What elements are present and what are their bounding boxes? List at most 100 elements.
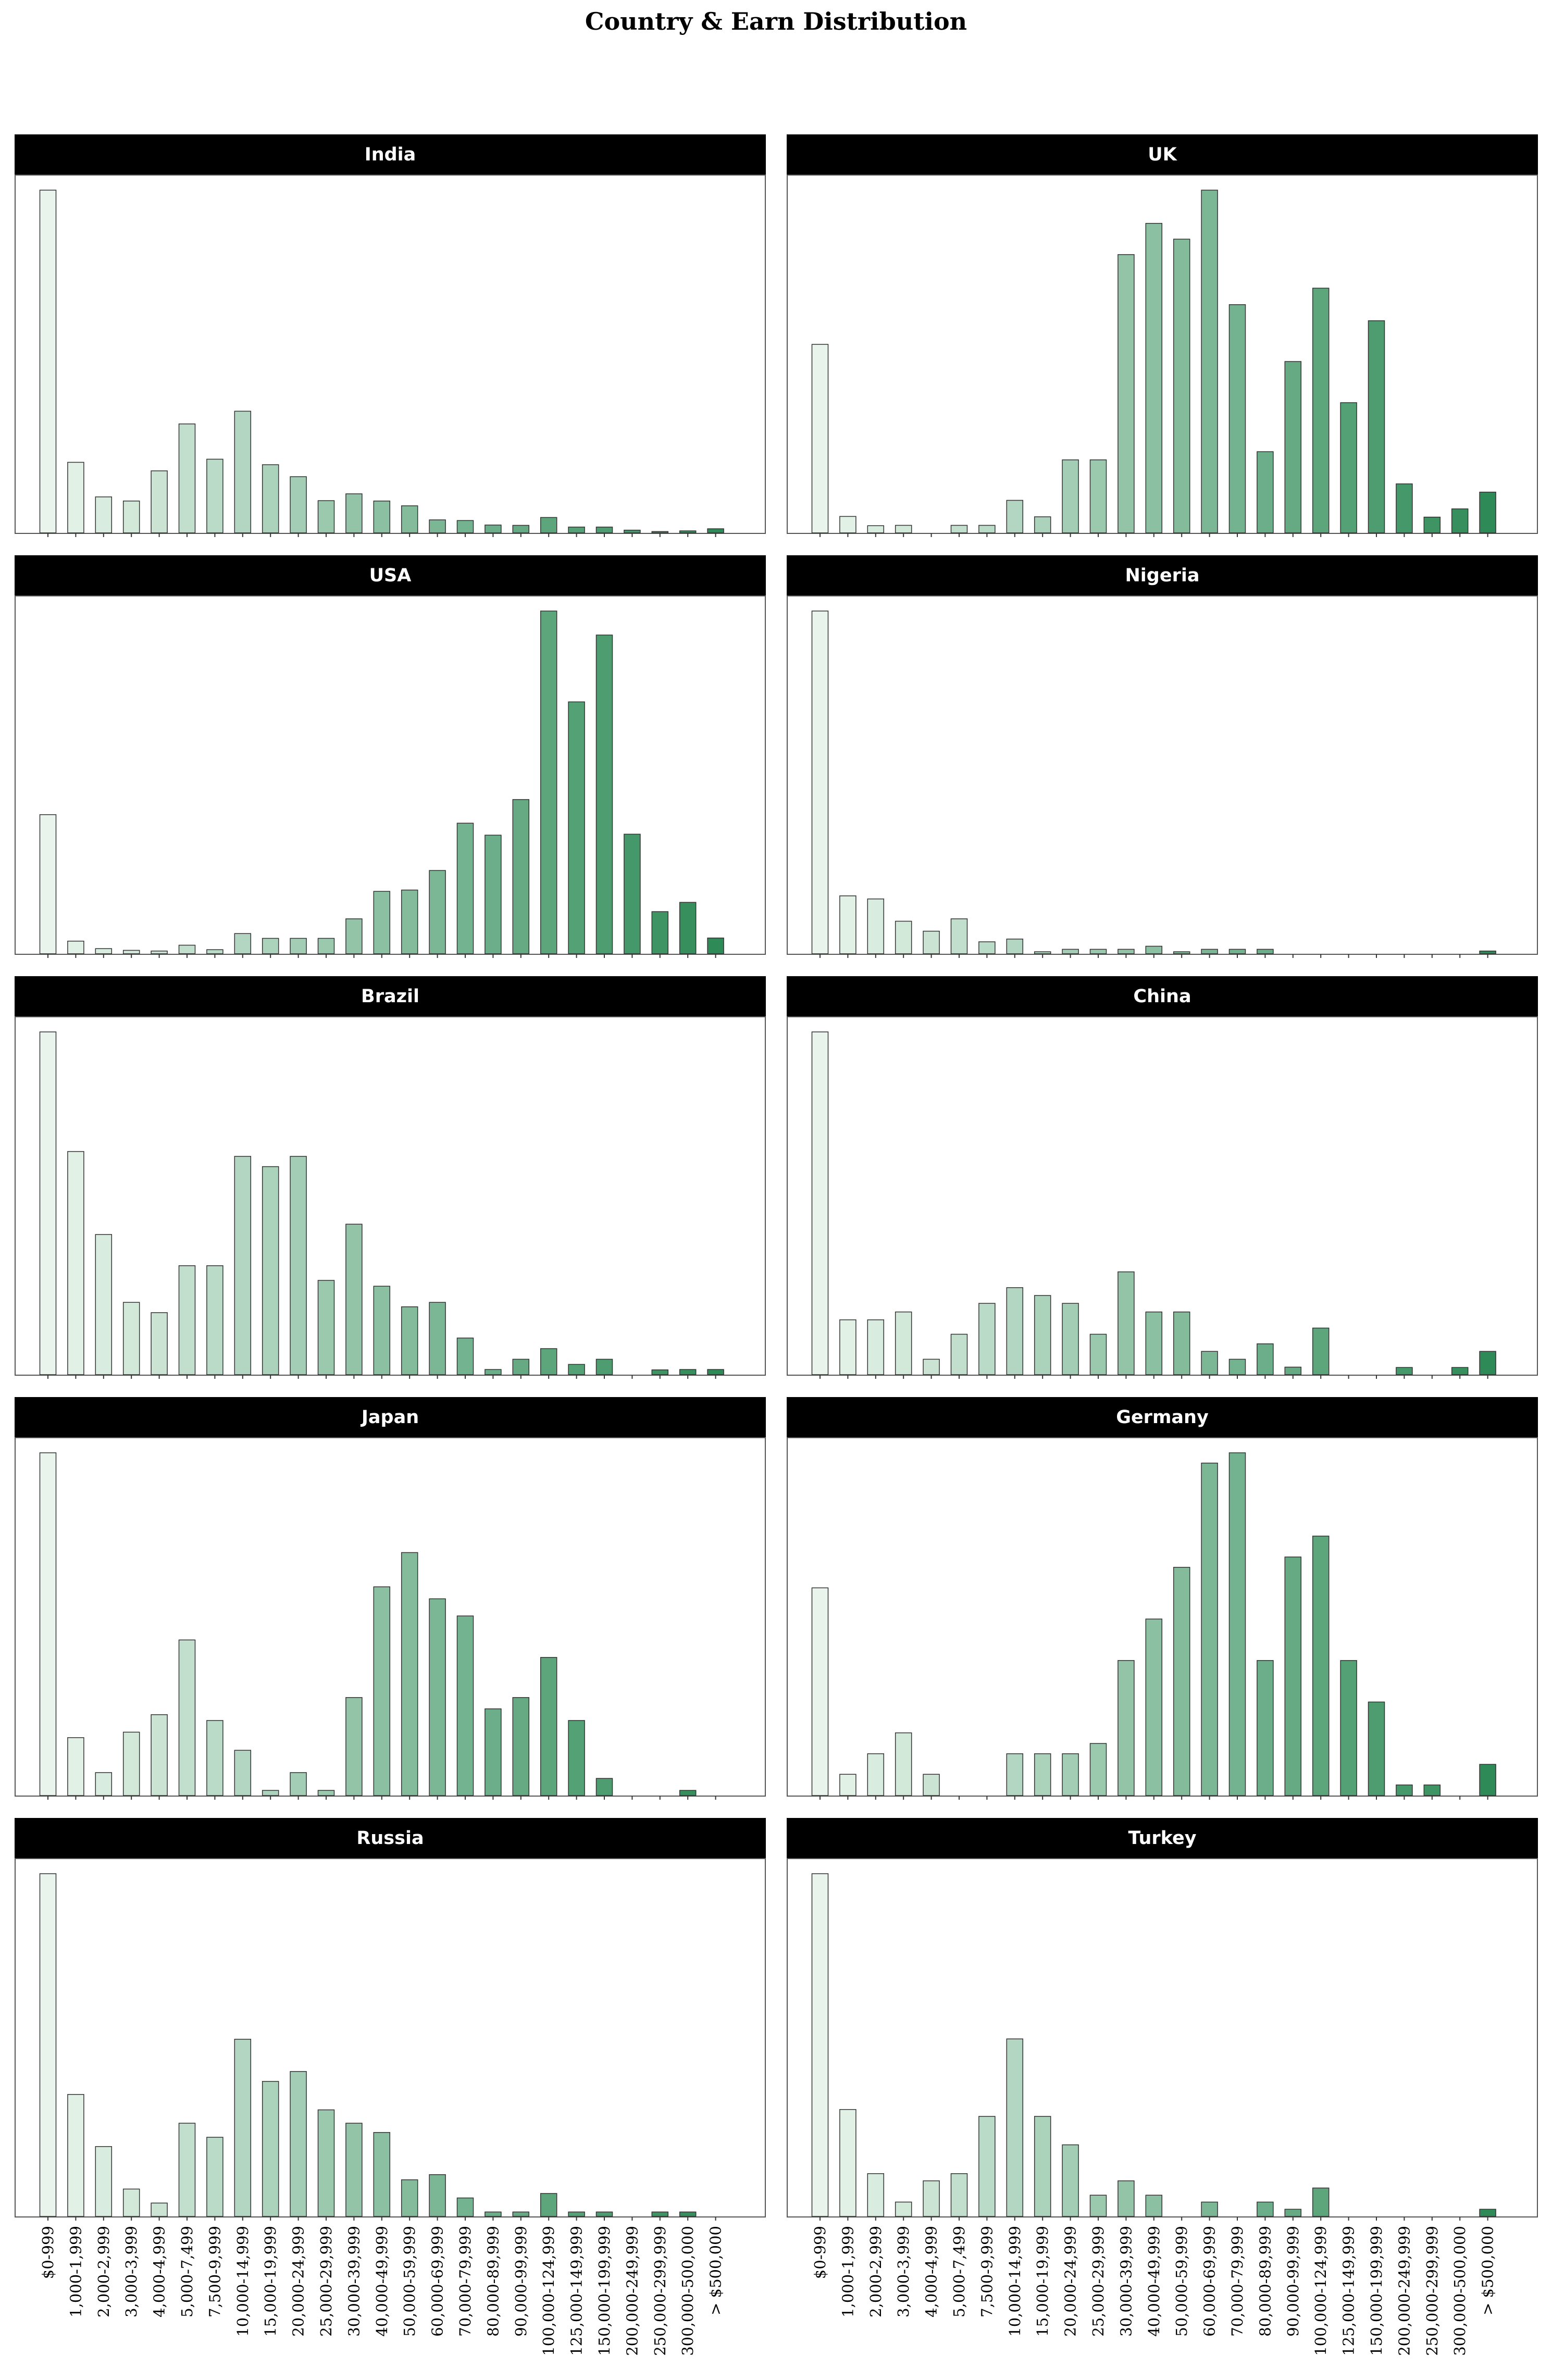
bar-10-000-14-999 [234, 933, 252, 954]
bar-2-000-2-999 [95, 948, 113, 954]
x-tick-label-250-000-299-999: 250,000-299,999 [651, 2226, 669, 2356]
bar-90-000-99-999 [1284, 1556, 1302, 1796]
bar-25-000-29-999 [1089, 1334, 1107, 1375]
bar-plot-brazil [15, 1016, 766, 1379]
x-tick-label-150-000-199-999: 150,000-199,999 [595, 2226, 613, 2356]
bar-300-000-500-000 [679, 1369, 697, 1375]
bar-20-000-24-999 [1062, 1303, 1079, 1375]
bar-3-000-3-999 [895, 1732, 912, 1796]
bar-30-000-39-999 [345, 1697, 363, 1796]
bar-plot-turkey [787, 1858, 1538, 2221]
bar-300-000-500-000 [1451, 1367, 1469, 1375]
bar-100-000-124-999 [540, 2193, 557, 2217]
bar-40-000-49-999 [1145, 945, 1163, 954]
x-tick-label-300-000-500-000: 300,000-500,000 [1451, 2226, 1469, 2356]
bar-15-000-19-999 [262, 1166, 279, 1375]
bar-2-000-2-999 [95, 1234, 113, 1375]
bar-20-000-24-999 [290, 1156, 307, 1375]
x-tick-label-0-999: $0-999 [39, 2226, 57, 2279]
bar-5-000-7-499 [950, 2173, 968, 2217]
bar-100-000-124-999 [540, 1657, 557, 1796]
bar-30-000-39-999 [345, 918, 363, 954]
bar-125-000-149-999 [568, 2211, 585, 2217]
bar-10-000-14-999 [1006, 938, 1024, 954]
bar-5-000-7-499 [950, 1334, 968, 1375]
bar-50-000-59-999 [401, 505, 418, 533]
figure-title: Country & Earn Distribution [585, 7, 967, 35]
bar-20-000-24-999 [290, 2071, 307, 2217]
x-tick-label-50-000-59-999: 50,000-59,999 [401, 2226, 418, 2337]
bar-90-000-99-999 [512, 1697, 530, 1796]
plot-frame [787, 1016, 1538, 1376]
plot-frame [15, 175, 766, 534]
bar-0-999 [811, 610, 829, 954]
x-tick-label-20-000-24-999: 20,000-24,999 [1062, 2226, 1079, 2337]
x-tick-label-40-000-49-999: 40,000-49,999 [373, 2226, 391, 2337]
bar-500-000 [707, 528, 724, 533]
x-tick-label-250-000-299-999: 250,000-299,999 [1423, 2226, 1441, 2356]
bar-10-000-14-999 [234, 2039, 252, 2217]
panel-usa: USA [15, 555, 766, 958]
bar-80-000-89-999 [485, 525, 502, 533]
bar-10-000-14-999 [234, 1750, 252, 1796]
x-tick-label-60-000-69-999: 60,000-69,999 [1201, 2226, 1219, 2337]
bar-125-000-149-999 [568, 1364, 585, 1375]
bar-90-000-99-999 [1284, 2209, 1302, 2217]
bar-80-000-89-999 [1257, 451, 1274, 533]
bar-60-000-69-999 [429, 870, 446, 954]
bar-15-000-19-999 [1034, 516, 1051, 533]
x-tick-label-90-000-99-999: 90,000-99,999 [512, 2226, 530, 2337]
panel-russia: Russia $0-999 1,000-1,999 2,000-2,999 3,000-… [15, 1818, 766, 2356]
x-tick-label-60-000-69-999: 60,000-69,999 [429, 2226, 446, 2337]
bar-25-000-29-999 [1089, 459, 1107, 533]
bar-2-000-2-999 [867, 1753, 885, 1796]
bar-90-000-99-999 [512, 2211, 530, 2217]
x-tick-labels: $0-999 1,000-1,999 2,000-2,999 3,000-3,999 4… [39, 2226, 725, 2356]
bar-70-000-79-999 [456, 1615, 474, 1796]
bar-1-000-1-999 [839, 1319, 856, 1375]
bar-200-000-249-999 [1396, 1784, 1413, 1796]
bar-80-000-89-999 [1257, 1660, 1274, 1796]
bar-50-000-59-999 [1173, 1567, 1190, 1796]
bar-50-000-59-999 [401, 2179, 418, 2217]
bar-7-500-9-999 [206, 1265, 224, 1375]
plot-frame [15, 595, 766, 955]
bar-60-000-69-999 [1201, 1462, 1218, 1796]
bar-70-000-79-999 [456, 2197, 474, 2217]
bar-125-000-149-999 [568, 527, 585, 533]
bar-50-000-59-999 [401, 889, 418, 954]
panel-japan: Japan [15, 1397, 766, 1800]
bar-plot-india [15, 175, 766, 537]
bar-plot-japan [15, 1437, 766, 1800]
panel-title: Turkey [787, 1818, 1538, 1858]
bar-150-000-199-999 [595, 1778, 613, 1796]
bar-40-000-49-999 [1145, 1311, 1163, 1375]
panel-title: Brazil [15, 976, 766, 1016]
x-tick-label-4-000-4-999: 4,000-4,999 [923, 2226, 940, 2317]
bar-50-000-59-999 [1173, 951, 1190, 954]
bar-300-000-500-000 [679, 2211, 697, 2217]
bar-150-000-199-999 [595, 2211, 613, 2217]
bar-3-000-3-999 [895, 1311, 912, 1375]
bar-30-000-39-999 [345, 2123, 363, 2217]
bar-20-000-24-999 [290, 1772, 307, 1796]
bar-25-000-29-999 [1089, 2195, 1107, 2217]
bar-2-000-2-999 [95, 2146, 113, 2217]
bar-plot-germany [787, 1437, 1538, 1800]
bar-4-000-4-999 [151, 1714, 168, 1796]
bar-80-000-89-999 [1257, 2201, 1274, 2217]
x-tick-label-70-000-79-999: 70,000-79,999 [1228, 2226, 1246, 2337]
plot-frame [15, 1858, 766, 2217]
plot-frame [787, 1437, 1538, 1797]
bar-20-000-24-999 [1062, 949, 1079, 954]
bar-0-999 [811, 1587, 829, 1796]
bar-250-000-299-999 [651, 911, 669, 954]
bar-200-000-249-999 [624, 833, 641, 954]
bar-plot-usa [15, 595, 766, 958]
x-tick-label-500-000: > $500,000 [707, 2226, 725, 2315]
bar-30-000-39-999 [1118, 254, 1135, 533]
bar-200-000-249-999 [1396, 1367, 1413, 1375]
bar-3-000-3-999 [122, 1731, 140, 1796]
panel-india: India [15, 134, 766, 537]
bar-60-000-69-999 [1201, 949, 1218, 954]
